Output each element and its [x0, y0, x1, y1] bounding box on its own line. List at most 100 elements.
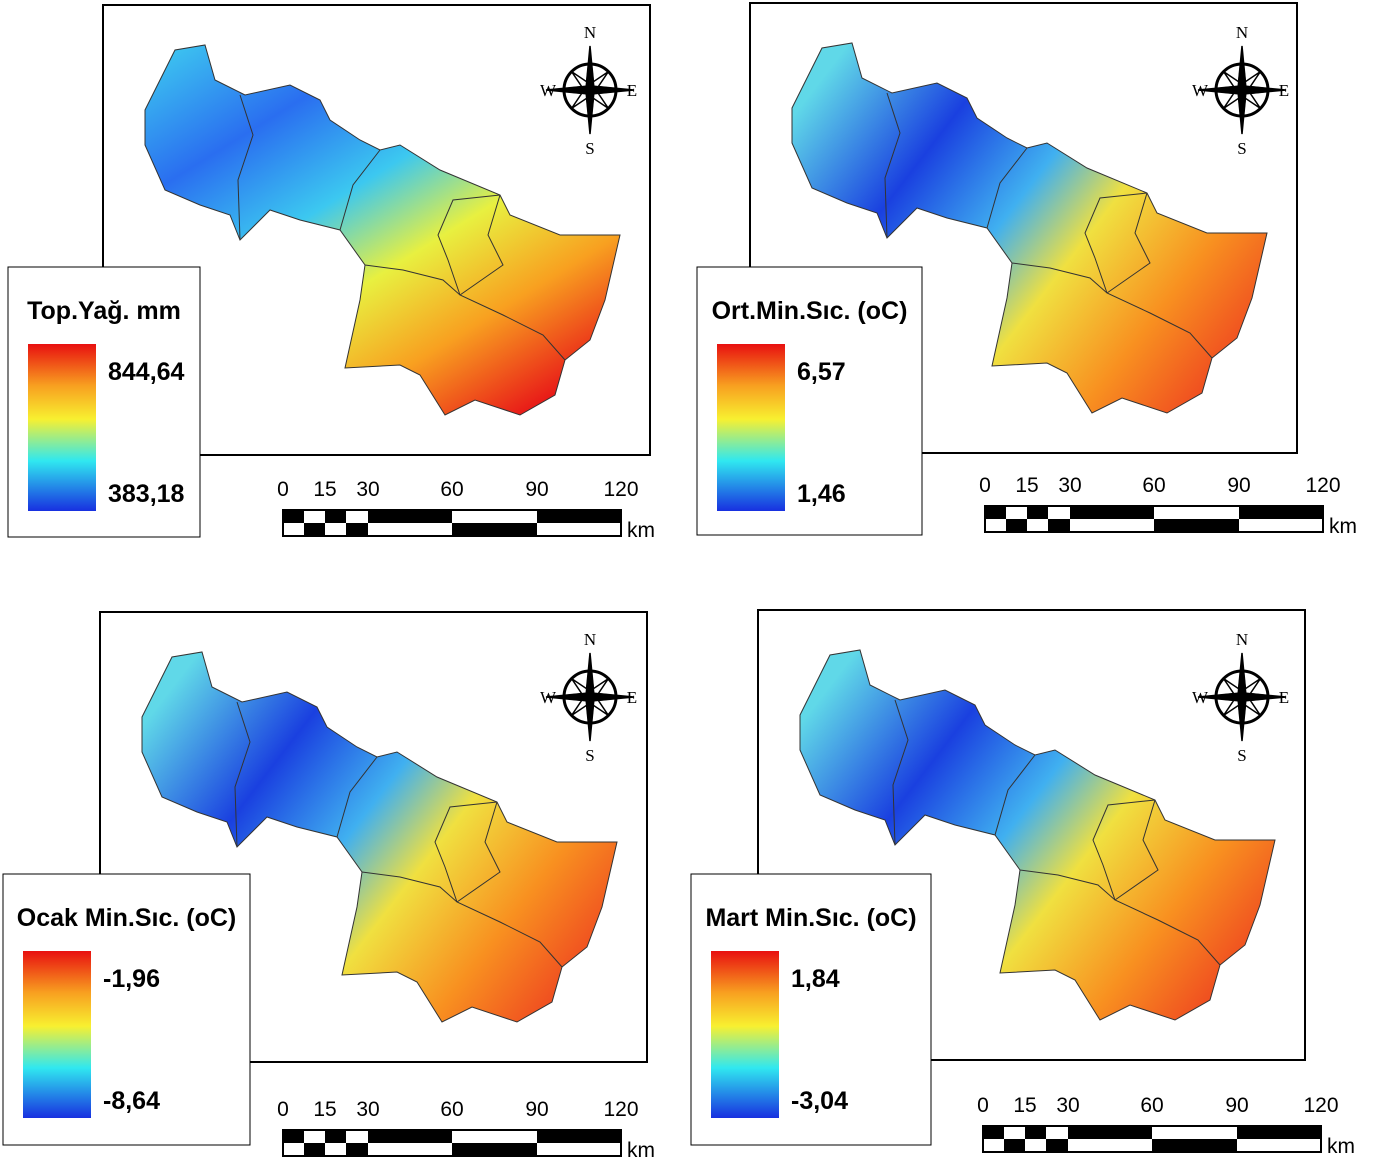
scale-label: 60 — [440, 1098, 463, 1121]
scale-label: 0 — [979, 474, 991, 497]
scale-bar-segment — [1237, 1126, 1321, 1139]
scale-label: 120 — [1305, 474, 1340, 497]
scale-label: 90 — [525, 1098, 548, 1121]
scale-bar-segment — [452, 1143, 537, 1156]
scale-label: 30 — [356, 1098, 379, 1121]
map-panel: N S W E Ocak Min.Sıc. (oC) -1,96 -8,64 0 15 30 60 9… — [2, 611, 655, 1162]
scale-label: 30 — [1058, 474, 1081, 497]
scale-label: 60 — [440, 478, 463, 501]
legend-colorbar — [711, 951, 779, 1118]
scale-bar-segment — [1025, 1126, 1046, 1139]
scale-bar-segment — [368, 1130, 452, 1143]
district-boundary — [339, 149, 381, 231]
scale-bar-segment — [985, 506, 1006, 519]
compass-n: N — [1236, 630, 1248, 649]
scale-label: 0 — [977, 1094, 989, 1117]
north-arrow: N S W E — [1192, 630, 1289, 765]
legend-title: Ocak Min.Sıc. (oC) — [17, 904, 236, 932]
north-arrow: N S W E — [540, 23, 637, 158]
scale-bar-segment — [983, 1126, 1004, 1139]
scale-bar-segment — [1152, 1139, 1237, 1152]
scale-bar-segment — [1068, 1126, 1152, 1139]
scale-bar-segment — [325, 1130, 346, 1143]
map-panel: N S W E Top.Yağ. mm 844,64 383,18 0 15 30 60 90 120 k… — [7, 4, 655, 542]
legend-min: -8,64 — [103, 1087, 160, 1115]
legend-min: -3,04 — [791, 1087, 848, 1115]
district-boundary — [456, 801, 501, 903]
legend-min: 1,46 — [797, 480, 846, 508]
compass-n: N — [584, 630, 596, 649]
compass-n: N — [584, 23, 596, 42]
compass-s: S — [585, 746, 594, 765]
compass-e: E — [1279, 81, 1289, 100]
scale-bar-segment — [368, 510, 452, 523]
scale-bar-segment — [1239, 506, 1323, 519]
district-boundary — [884, 92, 901, 239]
scale-label: 90 — [525, 478, 548, 501]
compass-w: W — [1192, 688, 1209, 707]
legend-title: Top.Yağ. mm — [27, 297, 181, 325]
legend-colorbar — [28, 344, 96, 511]
scale-bar-segment — [452, 523, 537, 536]
scale-label: 60 — [1142, 474, 1165, 497]
scale-bar-segment — [304, 523, 325, 536]
compass-w: W — [1192, 81, 1209, 100]
scale-label: 120 — [603, 1098, 638, 1121]
legend-max: 844,64 — [108, 358, 185, 386]
scale-bar-segment — [304, 1143, 325, 1156]
north-arrow: N S W E — [1192, 23, 1289, 158]
scale-unit: km — [1327, 1135, 1355, 1158]
district-boundary — [986, 147, 1028, 229]
legend-max: 6,57 — [797, 358, 846, 386]
legend-min: 383,18 — [108, 480, 185, 508]
scale-bar-segment — [1046, 1139, 1068, 1152]
compass-star-shade — [546, 85, 634, 95]
district-boundary — [1092, 799, 1156, 901]
legend-colorbar — [717, 344, 785, 511]
legend-max: 1,84 — [791, 965, 840, 993]
district-boundary — [237, 94, 254, 241]
district-boundary — [336, 756, 378, 838]
scale-label: 90 — [1227, 474, 1250, 497]
scale-label: 15 — [1015, 474, 1038, 497]
compass-star-shade — [1198, 692, 1286, 702]
scale-bar-segment — [283, 510, 304, 523]
scale-label: 90 — [1225, 1094, 1248, 1117]
compass-w: W — [540, 688, 557, 707]
compass-star-shade — [1198, 85, 1286, 95]
district-boundary — [1084, 192, 1148, 294]
map-panel: N S W E Mart Min.Sıc. (oC) 1,84 -3,04 0 15 30 60 90… — [690, 609, 1355, 1158]
compass-s: S — [1237, 746, 1246, 765]
scale-bar-segment — [1154, 519, 1239, 532]
scale-label: 15 — [313, 478, 336, 501]
district-boundary — [994, 754, 1036, 836]
scale-bar-segment — [1048, 519, 1070, 532]
district-boundary — [459, 194, 504, 296]
scale-bar-segment — [537, 510, 621, 523]
scale-label: 0 — [277, 1098, 289, 1121]
scale-bar-segment — [537, 1130, 621, 1143]
scale-label: 15 — [1013, 1094, 1036, 1117]
scale-bar-segment — [325, 510, 346, 523]
compass-n: N — [1236, 23, 1248, 42]
legend-title: Mart Min.Sıc. (oC) — [705, 904, 916, 932]
scale-bar-segment — [346, 523, 368, 536]
scale-label: 60 — [1140, 1094, 1163, 1117]
scale-bar-segment — [1027, 506, 1048, 519]
scale-unit: km — [627, 1139, 655, 1162]
district-boundary — [434, 801, 498, 903]
legend-title: Ort.Min.Sıc. (oC) — [712, 297, 908, 325]
compass-s: S — [585, 139, 594, 158]
scale-label: 120 — [1303, 1094, 1338, 1117]
compass-e: E — [627, 81, 637, 100]
scale-bar-segment — [1070, 506, 1154, 519]
map-panel: N S W E Ort.Min.Sıc. (oC) 6,57 1,46 0 15 30 60 90 12… — [696, 2, 1357, 538]
scale-bar-segment — [283, 1130, 304, 1143]
scale-unit: km — [627, 519, 655, 542]
scale-label: 30 — [356, 478, 379, 501]
scale-bar-segment — [1006, 519, 1027, 532]
district-boundary — [892, 699, 909, 846]
compass-star-shade — [546, 692, 634, 702]
legend-colorbar — [23, 951, 91, 1118]
